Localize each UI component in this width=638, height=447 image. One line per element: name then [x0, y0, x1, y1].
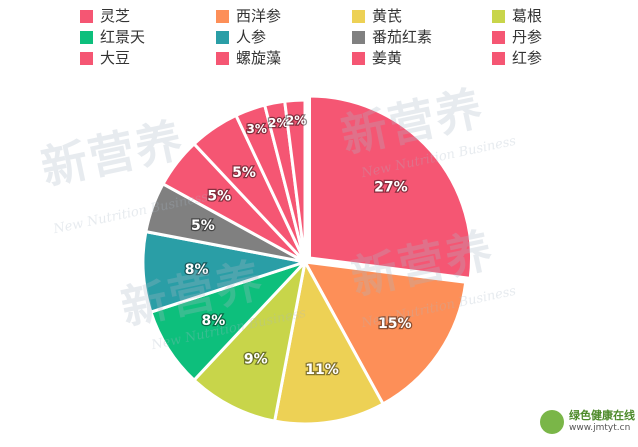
slice-label: 5% [191, 218, 215, 234]
legend-swatch [216, 30, 229, 44]
slice-label: 3% [247, 122, 267, 136]
legend-swatch [80, 51, 93, 65]
pie-slice[interactable] [283, 98, 307, 263]
slice-label: 5% [232, 165, 256, 181]
pie-slice[interactable] [272, 257, 386, 426]
pie-slice[interactable] [191, 257, 308, 423]
leaf-icon [540, 410, 564, 434]
slice-label: 11% [305, 362, 339, 378]
legend-label: 葛根 [512, 7, 543, 25]
legend-label: 灵芝 [100, 7, 131, 25]
legend-label: 西洋参 [236, 7, 282, 25]
legend-swatch [492, 9, 505, 23]
chart-legend: 灵芝 西洋参 黄芪 葛根红景天 人参 番茄红素 丹参大豆 螺旋藻 姜黄 红参 [80, 6, 630, 68]
pie-slice[interactable] [302, 260, 468, 406]
pie-slice[interactable] [308, 94, 473, 281]
slice-label: 5% [207, 188, 231, 204]
legend-swatch [352, 9, 365, 23]
legend-item[interactable]: 黄芪 [352, 6, 492, 26]
legend-item[interactable]: 红参 [492, 48, 628, 68]
legend-item[interactable]: 葛根 [492, 6, 628, 26]
legend-item[interactable]: 西洋参 [216, 6, 352, 26]
legend-label: 大豆 [100, 49, 131, 67]
site-logo: 绿色健康在线 www.jmtyt.cn [540, 410, 635, 434]
legend-item[interactable]: 大豆 [80, 48, 216, 68]
legend-swatch [352, 51, 365, 65]
legend-label: 红景天 [100, 28, 146, 46]
legend-label: 人参 [236, 28, 267, 46]
legend-item[interactable]: 番茄红素 [352, 27, 492, 47]
legend-item[interactable]: 红景天 [80, 27, 216, 47]
legend-swatch [80, 9, 93, 23]
slice-label: 8% [185, 262, 209, 278]
legend-swatch [352, 30, 365, 44]
legend-label: 番茄红素 [372, 28, 433, 46]
legend-label: 丹参 [512, 28, 543, 46]
slice-label: 2% [286, 114, 306, 128]
legend-swatch [216, 9, 229, 23]
slice-label: 27% [374, 179, 408, 195]
slice-label: 8% [201, 313, 225, 329]
legend-swatch [492, 51, 505, 65]
legend-label: 姜黄 [372, 49, 403, 67]
legend-label: 红参 [512, 49, 543, 67]
legend-swatch [216, 51, 229, 65]
legend-item[interactable]: 人参 [216, 27, 352, 47]
slice-label: 2% [268, 116, 288, 130]
site-logo-url: www.jmtyt.cn [569, 423, 631, 433]
legend-label: 黄芪 [372, 7, 403, 25]
legend-swatch [492, 30, 505, 44]
legend-item[interactable]: 丹参 [492, 27, 628, 47]
legend-label: 螺旋藻 [236, 49, 282, 67]
legend-item[interactable]: 灵芝 [80, 6, 216, 26]
legend-item[interactable]: 姜黄 [352, 48, 492, 68]
slice-label: 9% [244, 352, 268, 368]
site-logo-name: 绿色健康在线 [569, 409, 635, 422]
legend-swatch [80, 30, 93, 44]
legend-item[interactable]: 螺旋藻 [216, 48, 352, 68]
slice-label: 15% [378, 316, 412, 332]
